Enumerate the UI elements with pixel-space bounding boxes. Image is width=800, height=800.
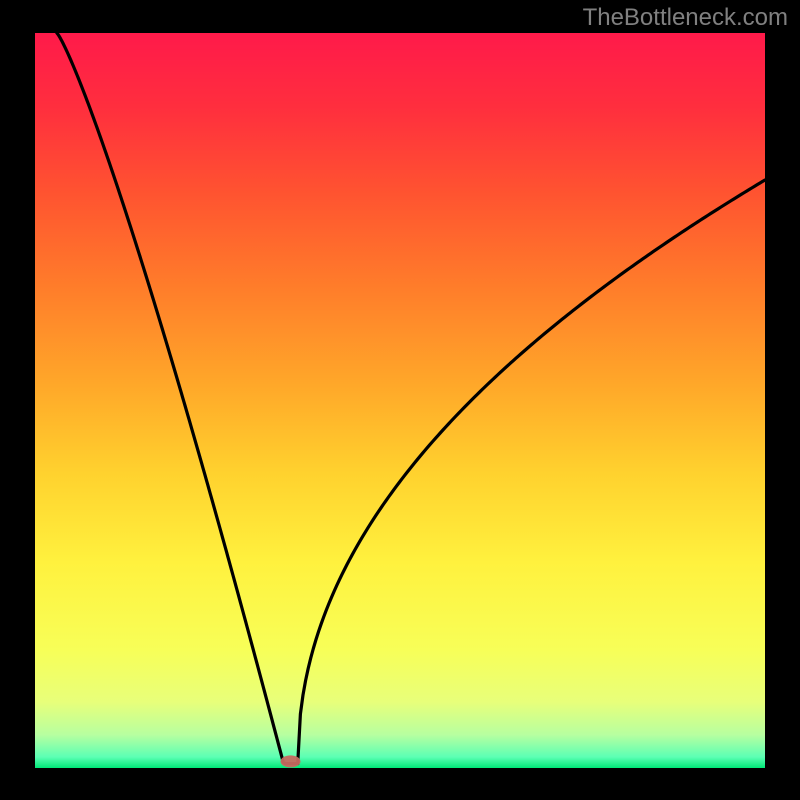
gradient-background bbox=[35, 33, 765, 768]
watermark-text: TheBottleneck.com bbox=[583, 4, 788, 32]
bottleneck-chart bbox=[35, 33, 765, 768]
optimum-marker bbox=[281, 755, 301, 767]
chart-stage: TheBottleneck.com bbox=[0, 0, 800, 800]
